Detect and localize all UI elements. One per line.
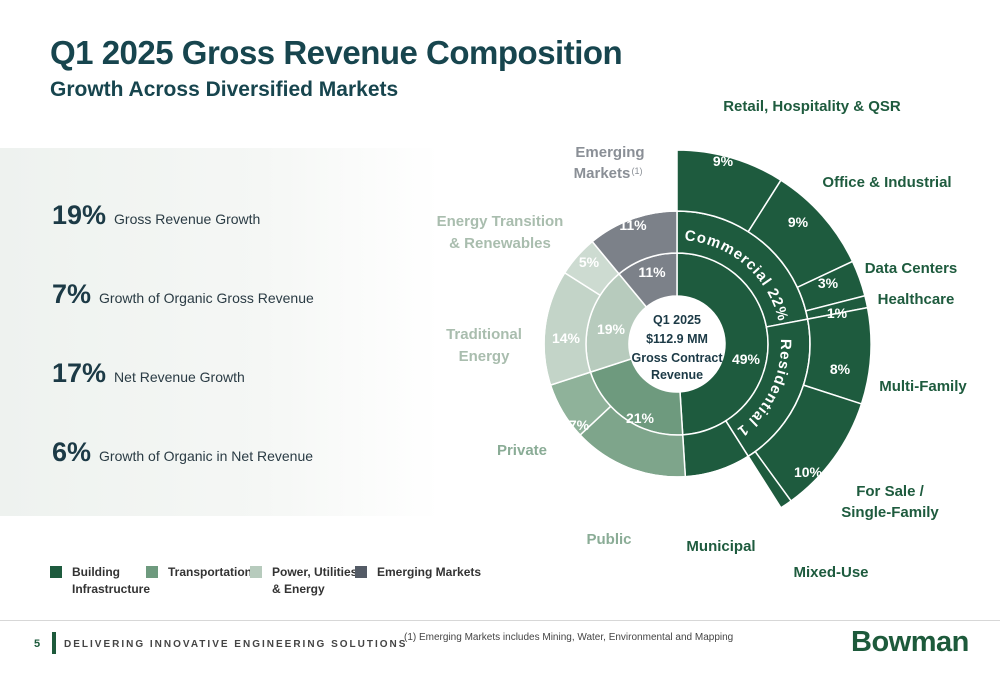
legend-label: Infrastructure	[72, 582, 151, 596]
legend-label: & Energy	[272, 582, 325, 596]
category-label-traditional-energy: Energy	[459, 348, 511, 365]
bowman-logo: Bowman	[851, 626, 969, 658]
category-label-retail-hospitality-qsr: Retail, Hospitality & QSR	[723, 98, 901, 115]
legend-swatch	[250, 566, 262, 578]
legend-item-power-utilities-energy: Power, Utilities & Energy	[250, 564, 357, 598]
category-label-office-industrial: Office & Industrial	[822, 174, 951, 191]
category-label-healthcare: Healthcare	[878, 291, 955, 308]
outer-label-mixed-use: 1%	[763, 509, 784, 525]
outer-label-data-centers: 3%	[818, 275, 839, 291]
stat-value: 6%	[52, 437, 92, 467]
legend-item-building-infrastructure: Building Infrastructure	[50, 564, 150, 598]
category-label-municipal: Municipal	[686, 538, 755, 555]
category-label-energy-transition-renewables: & Renewables	[449, 235, 551, 252]
outer-label-for-sale-single-family: 10%	[794, 464, 823, 480]
middle-label-municipal: 8%	[703, 478, 724, 494]
category-label-multi-family: Multi-Family	[879, 378, 967, 395]
category-label-mixed-use: Mixed-Use	[793, 564, 868, 581]
footer-divider	[0, 620, 1000, 621]
stat-label: Growth of Organic Gross Revenue	[99, 290, 314, 306]
outer-label-healthcare: 1%	[827, 305, 848, 321]
middle-label-energy-transition-renewables: 5%	[579, 254, 600, 270]
legend-label: Transportation	[168, 565, 253, 579]
category-label-energy-transition-renewables: Energy Transition	[437, 213, 564, 230]
legend-label: Power, Utilities	[272, 565, 358, 579]
middle-label-public: 14%	[619, 474, 648, 490]
inner-label-building-infrastructure: 49%	[732, 351, 761, 367]
outer-label-retail-hospitality-qsr: 9%	[713, 153, 734, 169]
stat-net-revenue-growth: 17% Net Revenue Growth	[52, 358, 245, 389]
footer-accent-bar	[52, 632, 56, 654]
footnote: (1) Emerging Markets includes Mining, Wa…	[404, 632, 734, 643]
legend-swatch	[146, 566, 158, 578]
stat-label: Net Revenue Growth	[114, 369, 245, 385]
stat-organic-gross-revenue: 7% Growth of Organic Gross Revenue	[52, 279, 314, 310]
middle-label-private: 7%	[569, 417, 590, 433]
center-label-line: $112.9 MM	[646, 332, 708, 346]
legend-label: Building	[72, 565, 120, 579]
category-label-emerging-markets: Emerging	[575, 144, 644, 161]
legend-item-transportation: Transportation	[146, 564, 252, 581]
stat-organic-net-revenue: 6% Growth of Organic in Net Revenue	[52, 437, 313, 468]
footer-tagline: DELIVERING INNOVATIVE ENGINEERING SOLUTI…	[64, 639, 408, 650]
category-label-private: Private	[497, 442, 547, 459]
center-label-line: Q1 2025	[653, 313, 701, 327]
category-label-emerging-markets: Markets	[574, 165, 631, 182]
stat-label: Gross Revenue Growth	[114, 211, 261, 227]
outer-segment-mixed-use	[747, 450, 793, 509]
category-label-public: Public	[586, 531, 631, 548]
stat-gross-revenue-growth: 19% Gross Revenue Growth	[52, 200, 260, 231]
middle-label-emerging-markets: 11%	[619, 217, 647, 233]
outer-label-multi-family: 8%	[830, 361, 851, 377]
inner-label-power-utilities-energy: 19%	[597, 321, 626, 337]
stat-value: 7%	[52, 279, 92, 309]
page-subtitle: Growth Across Diversified Markets	[50, 78, 399, 101]
legend-label: Emerging Markets	[377, 565, 482, 579]
legend-swatch	[50, 566, 62, 578]
page-number: 5	[34, 638, 41, 650]
center-label-line: Revenue	[651, 368, 703, 382]
category-label-footnote-ref: (1)	[632, 166, 643, 176]
legend-item-emerging-markets: Emerging Markets	[355, 564, 481, 581]
center-label-line: Gross Contract	[632, 351, 724, 365]
category-label-for-sale-single-family: For Sale /	[856, 483, 924, 500]
category-label-traditional-energy: Traditional	[446, 326, 522, 343]
page-title: Q1 2025 Gross Revenue Composition	[50, 34, 623, 71]
inner-label-emerging-markets: 11%	[638, 264, 666, 280]
stats-panel: 19% Gross Revenue Growth 7% Growth of Or…	[0, 148, 440, 516]
legend-swatch	[355, 566, 367, 578]
center-hole	[629, 296, 725, 392]
stat-value: 19%	[52, 200, 107, 230]
category-label-data-centers: Data Centers	[865, 260, 958, 277]
inner-label-transportation: 21%	[626, 410, 655, 426]
middle-label-traditional-energy: 14%	[552, 330, 581, 346]
stat-label: Growth of Organic in Net Revenue	[99, 448, 314, 464]
outer-label-office-industrial: 9%	[788, 214, 809, 230]
category-label-for-sale-single-family: Single-Family	[841, 504, 939, 521]
stat-value: 17%	[52, 358, 107, 388]
